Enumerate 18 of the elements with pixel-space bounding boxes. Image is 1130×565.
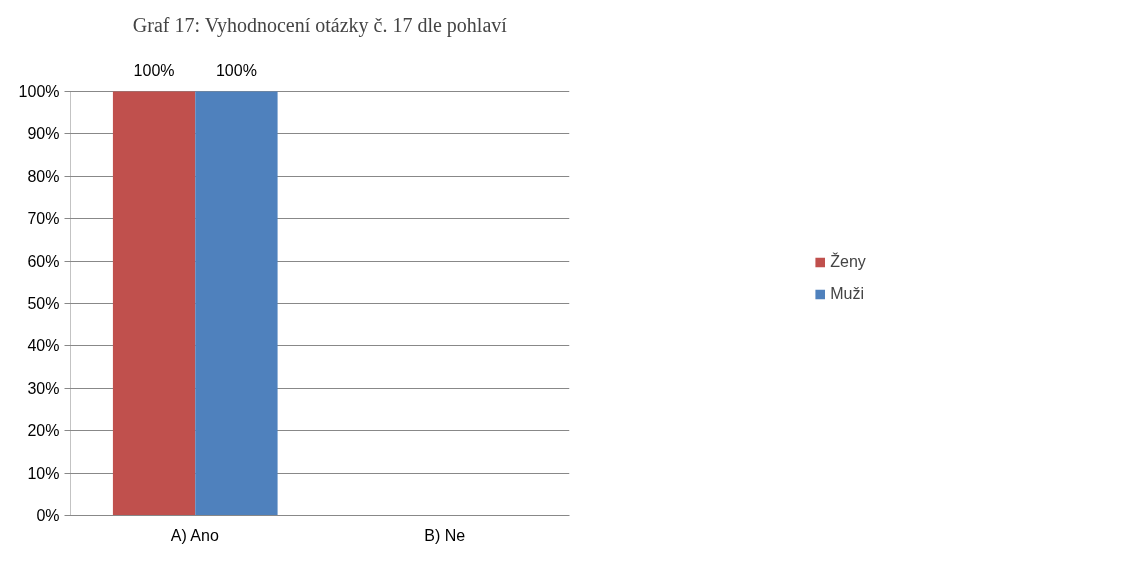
y-tick-label: 40% [27,337,60,355]
legend-label: Muži [830,284,864,303]
legend-label: Ženy [830,252,866,271]
y-tick-label: 70% [27,210,60,228]
y-tick-label: 60% [27,252,60,270]
data-label: 100% [133,62,175,80]
chart-title: Graf 17: Vyhodnocení otázky č. 17 dle pohlaví [132,13,508,37]
y-tick-label: 10% [27,464,60,482]
y-tick-label: 90% [27,125,60,143]
y-tick-label: 80% [27,167,60,185]
x-tick-label: A) Ano [170,526,219,544]
y-tick-label: 50% [27,294,60,312]
y-tick-label: 100% [18,82,60,100]
data-label: 100% [215,62,257,80]
y-tick-label: 0% [36,507,60,524]
y-tick-label: 20% [27,422,60,440]
x-tick-label: B) Ne [424,526,466,544]
y-tick-label: 30% [27,379,60,397]
